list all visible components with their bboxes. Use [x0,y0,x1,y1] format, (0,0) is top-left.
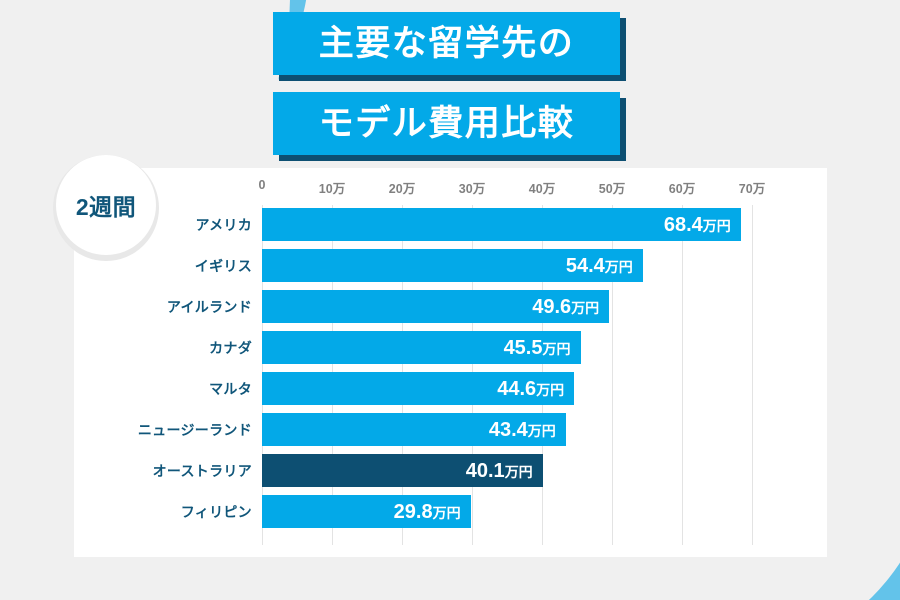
bar-value-unit-0: 万円 [702,217,731,234]
gridline-5 [612,205,613,545]
bar-7[interactable]: 29.8万円 [262,495,471,528]
bar-value-unit-6: 万円 [504,463,533,480]
x-axis-tick-7: 70万 [738,182,766,196]
bar-1[interactable]: 54.4万円 [262,249,643,282]
x-axis-tick-2: 20万 [388,182,416,196]
category-label-6: オーストラリア [152,462,252,479]
chart-bar-rows: アメリカ 68.4万円イギリス 54.4万円アイルランド 49.6万円カナダ 45.5万… [74,208,827,536]
category-label-7: フィリピン [180,503,252,520]
bar-5[interactable]: 43.4万円 [262,413,566,446]
category-label-1: イギリス [194,257,252,274]
period-badge: 2週間 [56,155,156,255]
bar-0[interactable]: 68.4万円 [262,208,741,241]
bar-value-label-1: 54.4万円 [565,254,633,277]
chart-row: ニュージーランド 43.4万円 [74,413,827,454]
bar-value-label-3: 45.5万円 [503,336,571,359]
title-line2-text: モデル費用比較 [318,104,575,143]
x-axis-tick-5: 50万 [598,182,626,196]
x-axis-tick-3: 30万 [458,182,486,196]
bar-6[interactable]: 40.1万円 [262,454,543,487]
page-title: 主要な留学先の モデル費用比較 [273,12,620,172]
gridline-6 [682,205,683,545]
chart-row: オーストラリア 40.1万円 [74,454,827,495]
x-axis-tick-1: 10万 [318,182,346,196]
period-badge-label: 2週間 [75,194,137,220]
title-banner-line1: 主要な留学先の [273,12,620,75]
bar-value-unit-7: 万円 [432,504,461,521]
bar-value-unit-4: 万円 [536,381,565,398]
x-axis-tick-0: 0 [258,178,266,192]
bar-value-unit-2: 万円 [571,299,600,316]
bar-chart: 0 10万 20万 30万 40万 50万 60万 70万 アメリカ 68.4万円イギリス 54.… [74,168,827,557]
chart-row: カナダ 45.5万円 [74,331,827,372]
category-label-3: カナダ [209,339,252,356]
title-line1-text: 主要な留学先の [318,24,575,63]
bar-value-unit-3: 万円 [542,340,571,357]
bar-value-unit-5: 万円 [527,422,556,439]
x-axis-tick-labels: 0 10万 20万 30万 40万 50万 60万 70万 [74,178,827,200]
category-label-0: アメリカ [195,216,252,233]
chart-row: イギリス 54.4万円 [74,249,827,290]
x-axis-tick-6: 60万 [668,182,696,196]
category-label-5: ニュージーランド [137,421,252,438]
bar-value-label-7: 29.8万円 [393,500,461,523]
bar-value-label-5: 43.4万円 [488,418,556,441]
chart-row: アメリカ 68.4万円 [74,208,827,249]
bar-value-label-0: 68.4万円 [663,213,731,236]
chart-row: マルタ 44.6万円 [74,372,827,413]
bar-4[interactable]: 44.6万円 [262,372,575,405]
x-axis-tick-4: 40万 [528,182,556,196]
bar-value-label-6: 40.1万円 [465,459,533,482]
category-label-2: アイルランド [166,298,252,315]
bar-3[interactable]: 45.5万円 [262,331,581,364]
chart-row: アイルランド 49.6万円 [74,290,827,331]
chart-panel: 0 10万 20万 30万 40万 50万 60万 70万 アメリカ 68.4万円イギリス 54.… [74,168,827,557]
bar-value-label-2: 49.6万円 [532,295,600,318]
bar-value-unit-1: 万円 [604,258,633,275]
bar-value-label-4: 44.6万円 [497,377,565,400]
title-banner-line2: モデル費用比較 [273,92,620,155]
bar-2[interactable]: 49.6万円 [262,290,610,323]
chart-row: フィリピン 29.8万円 [74,495,827,536]
category-label-4: マルタ [209,380,252,397]
gridline-7 [752,205,753,545]
